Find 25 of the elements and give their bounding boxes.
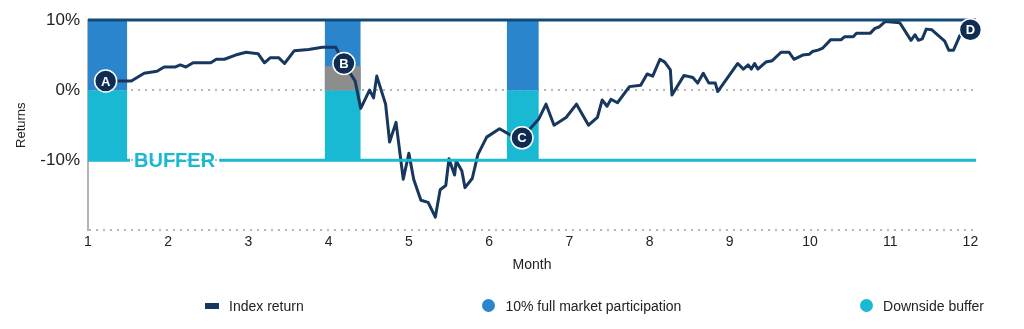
y-tick-label: 0% bbox=[55, 79, 80, 99]
x-tick-label: 5 bbox=[404, 232, 413, 249]
y-axis-title: Returns bbox=[13, 101, 29, 148]
x-axis-title: Month bbox=[512, 256, 552, 273]
x-tick-label: 3 bbox=[244, 232, 253, 249]
x-tick-label: 6 bbox=[485, 232, 494, 249]
legend-label: Index return bbox=[229, 297, 304, 314]
y-tick-label: -10% bbox=[40, 149, 80, 169]
x-tick-label: 1 bbox=[84, 232, 93, 249]
legend-label: Downside buffer bbox=[883, 297, 984, 314]
x-tick-label: 8 bbox=[645, 232, 654, 249]
annotation: D bbox=[965, 22, 976, 38]
y-tick-label: 10% bbox=[45, 9, 80, 29]
x-tick-label: 11 bbox=[882, 232, 898, 249]
annotation: C bbox=[517, 130, 528, 146]
x-tick-label: 9 bbox=[725, 232, 734, 249]
annotation: B bbox=[339, 56, 349, 72]
x-tick-label: 10 bbox=[802, 232, 818, 249]
legend-label: 10% full market participation bbox=[505, 297, 682, 314]
x-tick-label: 12 bbox=[962, 232, 979, 249]
ref-line-label: BUFFER bbox=[134, 148, 216, 171]
x-tick-label: 2 bbox=[164, 232, 173, 249]
x-tick-label: 4 bbox=[324, 232, 333, 249]
x-tick-label: 7 bbox=[565, 232, 574, 249]
annotation: A bbox=[100, 73, 111, 89]
